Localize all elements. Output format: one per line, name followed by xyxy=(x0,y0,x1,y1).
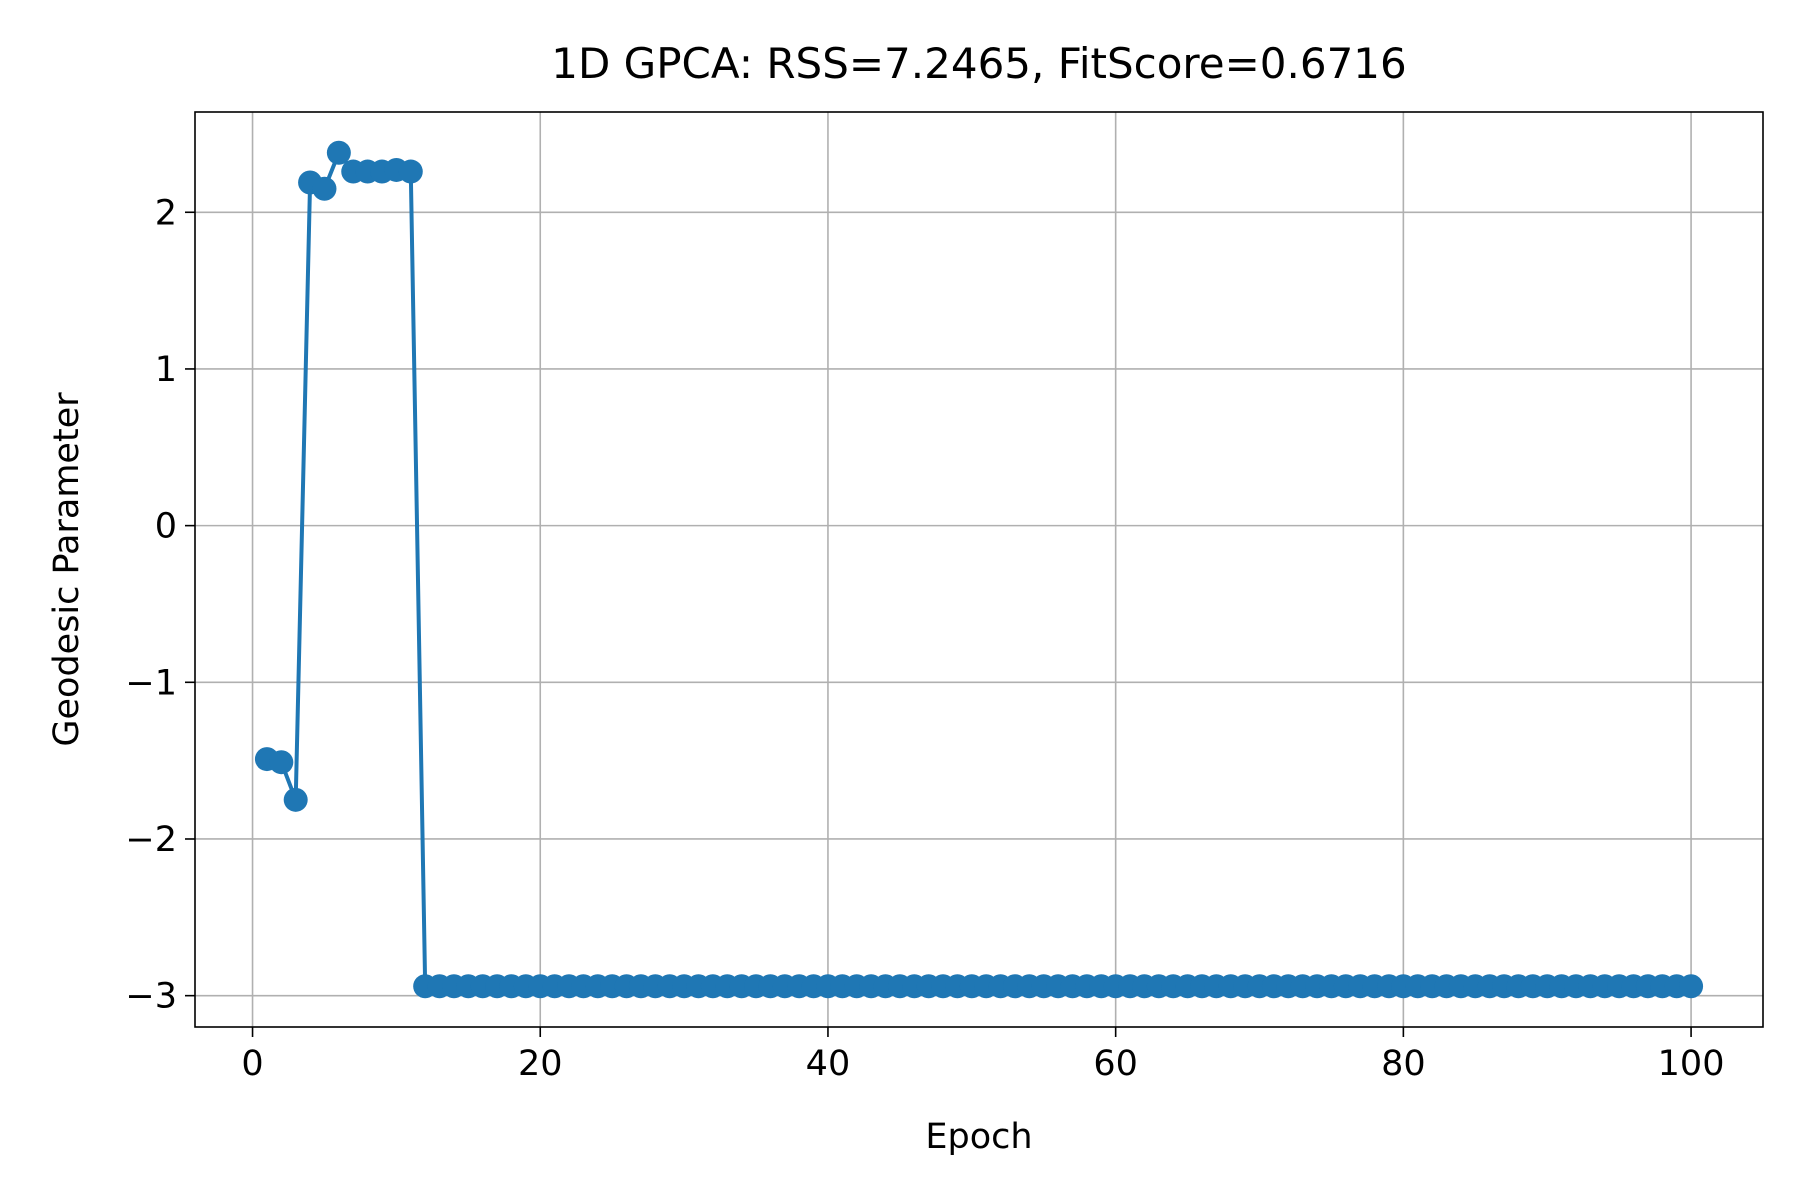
chart-title: 1D GPCA: RSS=7.2465, FitScore=0.6716 xyxy=(551,39,1406,88)
x-axis-label: Epoch xyxy=(925,1117,1032,1157)
y-tick-label: −3 xyxy=(125,977,177,1017)
data-point xyxy=(312,176,337,201)
series-layer xyxy=(254,140,1704,999)
tick-layer: 0 20 40 60 80 100 −3 −2 −1 0 1 2 xyxy=(125,193,1724,1084)
data-point xyxy=(269,750,294,775)
data-point xyxy=(1679,974,1704,999)
y-tick-label: 1 xyxy=(155,350,177,390)
plot-frame xyxy=(194,111,1764,1028)
data-point xyxy=(398,159,423,184)
x-tick-label: 80 xyxy=(1381,1044,1426,1084)
x-tick-label: 60 xyxy=(1093,1044,1138,1084)
x-tick-label: 0 xyxy=(241,1044,263,1084)
y-tick-label: −1 xyxy=(125,663,177,703)
y-tick-label: 0 xyxy=(155,507,177,547)
x-tick-label: 20 xyxy=(518,1044,563,1084)
x-tick-label: 40 xyxy=(806,1044,851,1084)
y-axis-label: Geodesic Parameter xyxy=(47,392,87,747)
y-tick-label: 2 xyxy=(155,193,177,233)
y-tick-label: −2 xyxy=(125,820,177,860)
data-point xyxy=(283,787,308,812)
x-tick-label: 100 xyxy=(1658,1044,1725,1084)
data-point xyxy=(326,140,351,165)
